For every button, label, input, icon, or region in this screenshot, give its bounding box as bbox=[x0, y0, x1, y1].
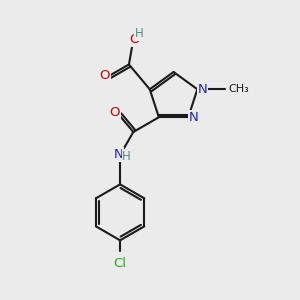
Text: CH₃: CH₃ bbox=[228, 84, 249, 94]
Text: O: O bbox=[99, 69, 110, 82]
Text: O: O bbox=[110, 106, 120, 118]
Text: Cl: Cl bbox=[114, 256, 127, 269]
Text: H: H bbox=[135, 27, 144, 40]
Text: N: N bbox=[198, 83, 208, 96]
Text: O: O bbox=[129, 33, 140, 46]
Text: H: H bbox=[122, 150, 131, 163]
Text: N: N bbox=[114, 148, 124, 161]
Text: N: N bbox=[189, 111, 198, 124]
